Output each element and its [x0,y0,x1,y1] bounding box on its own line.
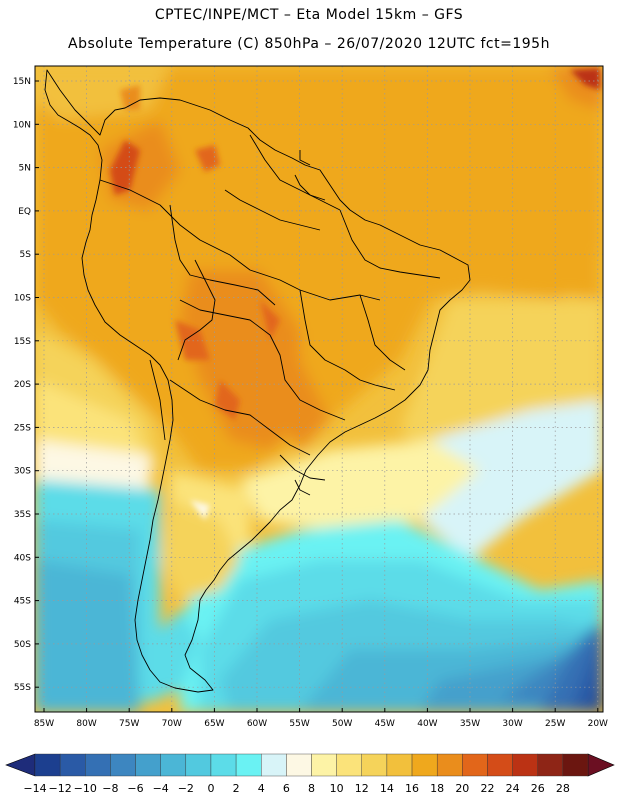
colorbar-label: 2 [233,782,240,795]
colorbar-label: 26 [531,782,545,795]
colorbar-swatch [537,753,564,777]
lon-label: 30W [502,719,522,729]
colorbar-swatch [361,753,388,777]
colorbar-swatch [336,753,362,777]
title-line-1: CPTEC/INPE/MCT – Eta Model 15km – GFS [154,7,464,23]
colorbar-label: −6 [127,782,143,795]
colorbar-label: 4 [258,782,265,795]
colorbar-label: 6 [283,782,290,795]
colorbar-max-arrow [587,753,615,777]
colorbar-label: −14 [23,782,46,795]
colorbar-swatch [135,753,161,777]
lat-label: 40S [14,553,31,563]
colorbar-swatch [386,753,413,777]
latitude-labels: 15N 10N 5N EQ 5S 10S 15S 20S 25S 30S 35S 40S 45S 50S 5… [13,77,39,693]
colorbar-swatch [110,753,136,777]
map-frame [34,65,604,713]
lon-label: 25W [545,719,565,729]
coastline-borders [44,69,471,693]
colorbar-swatch [311,753,337,777]
colorbar-label: 12 [355,782,369,795]
colorbar-swatch [185,753,212,777]
lon-label: 60W [247,719,267,729]
colorbar-swatch [235,753,262,777]
lat-label: 25S [14,423,31,433]
lat-label: 5N [19,164,31,174]
colorbar-swatch [85,753,111,777]
colorbar: −14 −12 −10 −8 −6 −4 −2 0 2 4 6 8 10 12 14 16 18 20 22 24 26… [5,753,615,795]
colorbar-min-arrow [5,753,36,777]
lat-lon-grid [35,66,603,712]
colorbar-swatch [562,753,589,777]
colorbar-swatch [462,753,488,777]
colorbar-label: 24 [506,782,520,795]
lon-label: 35W [460,719,480,729]
lat-label: 30S [14,467,31,477]
lon-label: 70W [162,719,182,729]
colorbar-label: −12 [49,782,72,795]
colorbar-swatch [487,753,513,777]
colorbar-label: 10 [330,782,344,795]
colorbar-label: 8 [308,782,315,795]
lat-label: 35S [14,510,31,520]
lon-label: 45W [375,719,395,729]
colorbar-swatch [261,753,287,777]
lat-label: 15N [13,77,31,87]
colorbar-swatch [160,753,187,777]
colorbar-swatch [34,753,61,777]
lat-label: 5S [20,250,32,260]
colorbar-swatch [411,753,438,777]
lon-label: 20W [588,719,608,729]
lon-label: 55W [289,719,309,729]
lon-label: 85W [34,719,54,729]
lat-label: 10N [13,120,31,130]
colorbar-swatch [512,753,538,777]
colorbar-label: 20 [455,782,469,795]
lat-label: 50S [14,640,31,650]
colorbar-label: 22 [480,782,494,795]
colorbar-label: −4 [153,782,169,795]
lat-label: EQ [18,207,31,217]
lat-label: 15S [14,337,31,347]
colorbar-label: 18 [430,782,444,795]
lat-label: 55S [14,683,31,693]
colorbar-swatch [59,753,86,777]
colorbar-label: −10 [74,782,97,795]
colorbar-label: −2 [178,782,194,795]
longitude-labels: 85W 80W 75W 70W 65W 60W 55W 50W 45W 40W 35W 30W 25W 2… [34,708,608,729]
colorbar-label: −8 [102,782,118,795]
colorbar-swatch [210,753,237,777]
lon-label: 65W [204,719,224,729]
colorbar-label: 0 [207,782,214,795]
colorbar-swatch [286,753,312,777]
lon-label: 50W [332,719,352,729]
colorbar-swatch [436,753,463,777]
lat-label: 10S [14,294,31,304]
temperature-field [35,66,603,712]
colorbar-label: 14 [380,782,394,795]
lat-label: 45S [14,597,31,607]
lon-label: 75W [119,719,139,729]
lat-label: 20S [14,380,31,390]
lon-label: 80W [76,719,96,729]
colorbar-label: 16 [405,782,419,795]
colorbar-label: 28 [556,782,570,795]
title-line-2: Absolute Temperature (C) 850hPa – 26/07/… [68,36,550,52]
lon-label: 40W [417,719,437,729]
